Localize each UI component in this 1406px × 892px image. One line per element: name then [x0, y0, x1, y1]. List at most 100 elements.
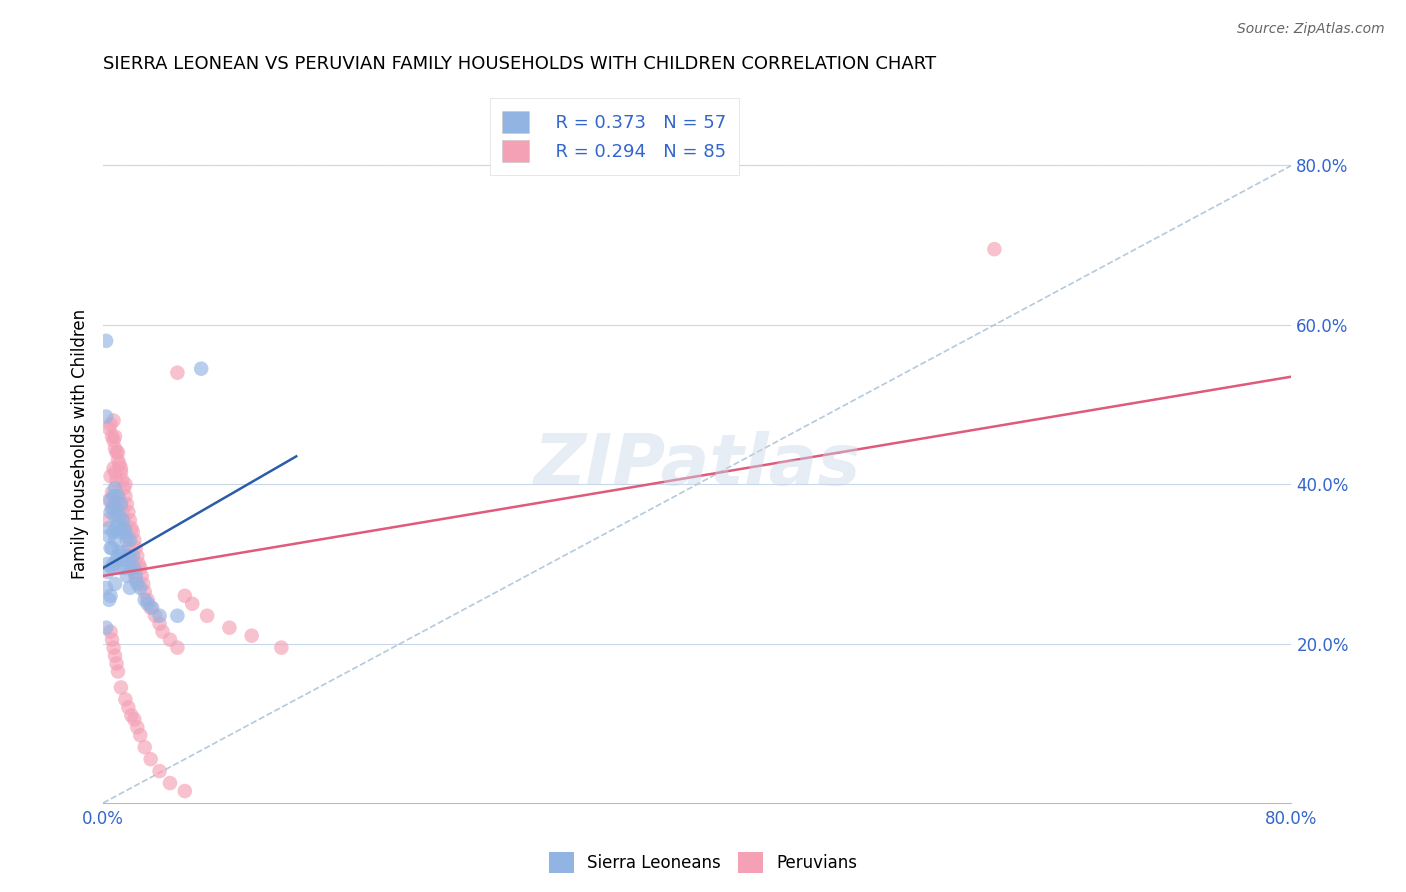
Point [195, 608, 218, 623]
Point [101, 429, 124, 443]
Point [98, 592, 121, 607]
Point [98, 421, 121, 435]
Point [104, 648, 127, 663]
Point [124, 533, 146, 547]
Point [101, 632, 124, 647]
Point [108, 509, 131, 524]
Point [240, 629, 263, 643]
Point [117, 505, 139, 519]
Point [104, 429, 127, 443]
Point [117, 549, 139, 563]
Point [166, 640, 188, 655]
Point [129, 728, 152, 742]
Point [117, 700, 139, 714]
Point [134, 740, 156, 755]
Point [101, 541, 124, 555]
Point [131, 569, 153, 583]
Point [120, 561, 142, 575]
Point [103, 640, 125, 655]
Point [218, 621, 240, 635]
Y-axis label: Family Households with Children: Family Households with Children [72, 310, 89, 580]
Point [110, 461, 132, 475]
Point [114, 524, 136, 539]
Point [125, 569, 148, 583]
Point [159, 632, 181, 647]
Point [111, 473, 134, 487]
Point [104, 533, 127, 547]
Point [136, 592, 159, 607]
Point [103, 501, 125, 516]
Point [94, 621, 117, 635]
Point [101, 561, 124, 575]
Point [117, 541, 139, 555]
Point [112, 481, 135, 495]
Point [110, 561, 132, 575]
Point [111, 505, 134, 519]
Point [173, 784, 195, 798]
Point [103, 524, 125, 539]
Point [94, 409, 117, 424]
Point [125, 541, 148, 555]
Point [270, 640, 292, 655]
Point [111, 513, 134, 527]
Point [148, 616, 170, 631]
Point [97, 513, 120, 527]
Point [115, 497, 138, 511]
Point [112, 513, 135, 527]
Point [127, 720, 149, 734]
Point [120, 521, 142, 535]
Point [100, 624, 122, 639]
Point [173, 589, 195, 603]
Point [98, 521, 121, 535]
Point [124, 712, 146, 726]
Point [105, 657, 128, 671]
Point [104, 577, 127, 591]
Point [101, 485, 124, 500]
Point [97, 565, 120, 579]
Point [121, 549, 143, 563]
Point [107, 549, 129, 563]
Point [128, 557, 150, 571]
Point [127, 549, 149, 563]
Point [100, 417, 122, 432]
Point [152, 624, 174, 639]
Point [103, 557, 125, 571]
Point [105, 473, 128, 487]
Point [100, 589, 122, 603]
Point [114, 561, 136, 575]
Point [103, 489, 125, 503]
Text: Source: ZipAtlas.com: Source: ZipAtlas.com [1237, 22, 1385, 37]
Text: ZIPatlas: ZIPatlas [534, 432, 860, 500]
Point [108, 493, 131, 508]
Point [98, 529, 121, 543]
Point [148, 764, 170, 778]
Point [125, 573, 148, 587]
Point [114, 489, 136, 503]
Point [166, 608, 188, 623]
Point [101, 501, 124, 516]
Point [111, 545, 134, 559]
Point [134, 592, 156, 607]
Point [108, 545, 131, 559]
Point [118, 581, 141, 595]
Point [105, 501, 128, 516]
Point [98, 493, 121, 508]
Point [94, 581, 117, 595]
Point [120, 708, 142, 723]
Point [103, 434, 125, 448]
Point [94, 334, 117, 348]
Point [107, 489, 129, 503]
Point [112, 553, 135, 567]
Point [127, 577, 149, 591]
Point [97, 557, 120, 571]
Point [107, 665, 129, 679]
Point [103, 413, 125, 427]
Point [139, 752, 162, 766]
Point [148, 608, 170, 623]
Point [120, 553, 142, 567]
Point [103, 461, 125, 475]
Point [115, 569, 138, 583]
Point [105, 521, 128, 535]
Point [118, 513, 141, 527]
Point [159, 776, 181, 790]
